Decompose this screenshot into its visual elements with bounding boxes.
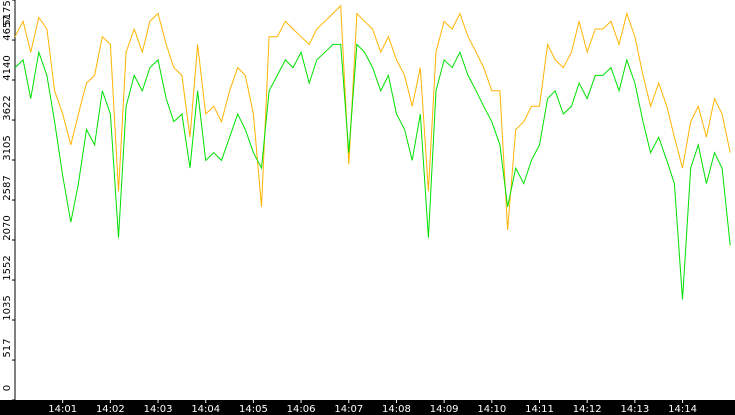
y-tick-label: 0 <box>2 385 13 391</box>
y-tick-label: 3105 <box>2 135 13 160</box>
x-tick-label: 14:06 <box>287 404 316 415</box>
series-line <box>14 43 731 300</box>
y-tick-label: 5175 <box>2 0 13 25</box>
x-tick-label: 14:09 <box>430 404 459 415</box>
y-tick-label: 2587 <box>2 175 13 200</box>
y-tick-label: 1552 <box>2 255 13 280</box>
y-tick-label: 517 <box>2 338 13 357</box>
x-tick-label: 14:10 <box>477 404 506 415</box>
x-tick-label: 14:03 <box>144 404 173 415</box>
x-tick-label: 14:11 <box>525 404 554 415</box>
x-tick-label: 14:12 <box>573 404 602 415</box>
x-axis-bar <box>0 400 735 415</box>
y-tick-label: 4657 <box>2 15 13 40</box>
y-tick-label: 4140 <box>2 55 13 80</box>
x-tick-label: 14:01 <box>48 404 77 415</box>
y-tick-label: 1035 <box>2 295 13 320</box>
x-tick-label: 14:13 <box>620 404 649 415</box>
series-line <box>14 4 731 231</box>
y-tick-label: 2070 <box>2 215 13 240</box>
x-tick-label: 14:05 <box>239 404 268 415</box>
x-tick-label: 14:14 <box>668 404 697 415</box>
x-tick-label: 14:08 <box>382 404 411 415</box>
y-tick-label: 3622 <box>2 95 13 120</box>
x-tick-label: 14:02 <box>96 404 125 415</box>
x-tick-label: 14:04 <box>191 404 220 415</box>
x-tick-label: 14:07 <box>334 404 363 415</box>
